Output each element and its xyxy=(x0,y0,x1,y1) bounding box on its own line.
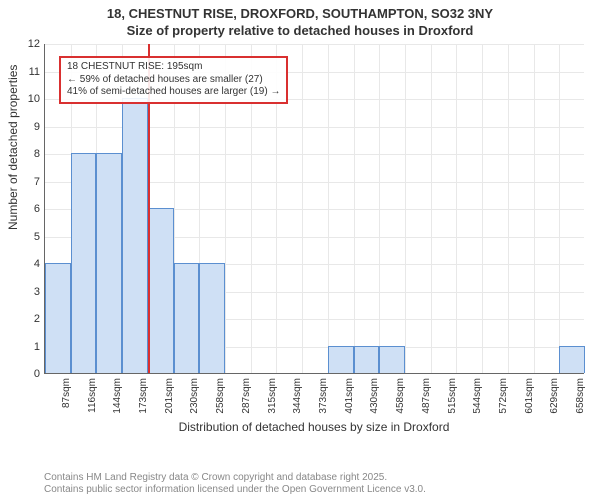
footer-line1: Contains HM Land Registry data © Crown c… xyxy=(44,472,426,484)
y-tick: 8 xyxy=(10,148,40,160)
x-tick: 258sqm xyxy=(215,378,226,414)
y-tick: 12 xyxy=(10,38,40,50)
x-tick: 658sqm xyxy=(575,378,586,414)
chart-area: 18 CHESTNUT RISE: 195sqm ← 59% of detach… xyxy=(44,44,584,434)
y-tick: 3 xyxy=(10,286,40,298)
histogram-bar xyxy=(45,263,71,373)
y-tick: 10 xyxy=(10,93,40,105)
histogram-bar xyxy=(148,208,174,373)
gridline-v xyxy=(559,44,560,373)
gridline-v xyxy=(328,44,329,373)
x-tick: 458sqm xyxy=(395,378,406,414)
gridline-v xyxy=(456,44,457,373)
callout-line3: 41% of semi-detached houses are larger (… xyxy=(67,86,280,99)
y-tick: 4 xyxy=(10,258,40,270)
x-tick: 572sqm xyxy=(498,378,509,414)
x-tick: 544sqm xyxy=(472,378,483,414)
y-tick: 7 xyxy=(10,176,40,188)
gridline-v xyxy=(302,44,303,373)
histogram-bar xyxy=(328,346,354,374)
gridline-v xyxy=(534,44,535,373)
footer-attribution: Contains HM Land Registry data © Crown c… xyxy=(44,472,426,496)
y-tick: 11 xyxy=(10,66,40,78)
x-tick: 201sqm xyxy=(164,378,175,414)
x-tick: 230sqm xyxy=(189,378,200,414)
x-tick: 144sqm xyxy=(112,378,123,414)
gridline-v xyxy=(482,44,483,373)
x-tick: 373sqm xyxy=(318,378,329,414)
title-line2: Size of property relative to detached ho… xyxy=(0,23,600,40)
gridline-v xyxy=(431,44,432,373)
y-tick: 6 xyxy=(10,203,40,215)
plot-area: 18 CHESTNUT RISE: 195sqm ← 59% of detach… xyxy=(44,44,584,374)
y-tick: 2 xyxy=(10,313,40,325)
x-tick: 401sqm xyxy=(344,378,355,414)
x-tick: 315sqm xyxy=(267,378,278,414)
y-tick: 9 xyxy=(10,121,40,133)
callout-box: 18 CHESTNUT RISE: 195sqm ← 59% of detach… xyxy=(59,56,288,104)
y-tick: 1 xyxy=(10,341,40,353)
histogram-bar xyxy=(559,346,585,374)
histogram-bar xyxy=(96,153,122,373)
x-tick: 601sqm xyxy=(524,378,535,414)
histogram-bar xyxy=(71,153,97,373)
histogram-bar xyxy=(379,346,405,374)
x-tick: 287sqm xyxy=(241,378,252,414)
x-tick: 344sqm xyxy=(292,378,303,414)
x-tick: 87sqm xyxy=(61,378,72,408)
x-tick: 430sqm xyxy=(369,378,380,414)
x-tick: 515sqm xyxy=(447,378,458,414)
y-tick: 0 xyxy=(10,368,40,380)
histogram-bar xyxy=(354,346,380,374)
histogram-bar xyxy=(199,263,225,373)
x-tick: 116sqm xyxy=(87,378,98,413)
gridline-h xyxy=(45,44,584,45)
gridline-v xyxy=(508,44,509,373)
y-tick: 5 xyxy=(10,231,40,243)
histogram-bar xyxy=(122,98,148,373)
footer-line2: Contains public sector information licen… xyxy=(44,484,426,496)
callout-line2: ← 59% of detached houses are smaller (27… xyxy=(67,74,280,87)
x-tick: 487sqm xyxy=(421,378,432,414)
histogram-bar xyxy=(174,263,200,373)
callout-line1: 18 CHESTNUT RISE: 195sqm xyxy=(67,61,280,74)
gridline-v xyxy=(379,44,380,373)
x-tick: 629sqm xyxy=(549,378,560,414)
x-tick: 173sqm xyxy=(138,378,149,414)
title-line1: 18, CHESTNUT RISE, DROXFORD, SOUTHAMPTON… xyxy=(0,6,600,23)
gridline-v xyxy=(405,44,406,373)
gridline-v xyxy=(354,44,355,373)
